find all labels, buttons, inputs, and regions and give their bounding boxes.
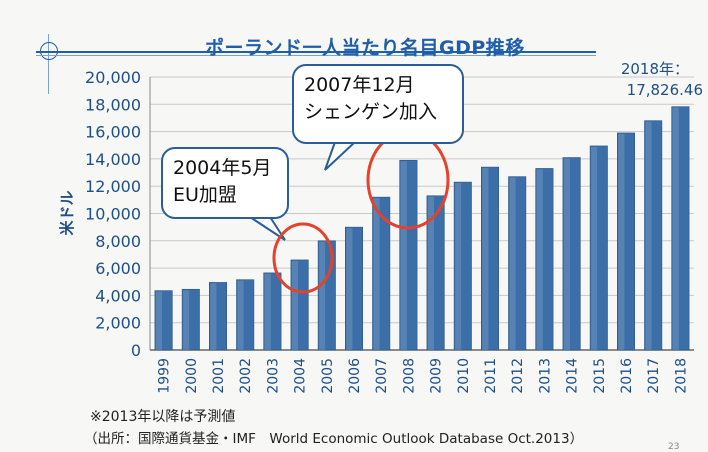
bar [208, 282, 228, 351]
y-tick-label: 12,000 [85, 177, 141, 196]
x-tick-label: 2011 [483, 358, 499, 394]
bar [644, 120, 663, 351]
bar-highlight [455, 183, 462, 350]
bar [480, 166, 500, 351]
chart-title: ポーランド一人当たり名目GDP推移 [205, 37, 525, 59]
y-tick-label: 18,000 [85, 95, 141, 114]
bar-highlight [400, 161, 407, 350]
bar [508, 176, 527, 351]
bar [589, 145, 608, 351]
bar [616, 132, 636, 351]
value-annotation-line1: 2018年： [621, 60, 689, 78]
x-tick-label: 2010 [456, 358, 472, 394]
bar-highlight [482, 168, 489, 350]
x-tick-label: 2008 [401, 358, 417, 394]
x-tick-label: 2017 [646, 358, 662, 394]
callout-schengen-tail [324, 141, 358, 171]
x-tick-label: 2002 [238, 358, 254, 394]
bar-highlight [183, 290, 190, 350]
value-annotation-line2: 17,826.46 [627, 81, 703, 99]
bar-highlight [591, 146, 598, 350]
y-tick-label: 20,000 [85, 68, 141, 87]
bar-highlight [291, 260, 298, 350]
callout-schengen-line1: 2007年12月 [304, 74, 415, 96]
callout-eu-line1: 2004年5月 [173, 157, 272, 179]
y-tick-label: 0 [131, 341, 141, 360]
x-tick-label: 2013 [537, 358, 553, 394]
bar [426, 195, 445, 351]
x-tick-label: 2004 [293, 358, 309, 394]
x-tick-label: 2003 [265, 358, 281, 394]
callout-eu-accession: 2004年5月 EU加盟 [161, 147, 289, 219]
x-tick-label: 2009 [429, 358, 445, 394]
page-number: 23 [668, 442, 680, 452]
y-tick-label: 4,000 [95, 286, 141, 305]
x-tick-label: 2014 [565, 358, 581, 394]
x-tick-label: 2018 [673, 358, 689, 394]
bar [372, 196, 391, 351]
callout-eu-line2: EU加盟 [173, 184, 237, 206]
bar-highlight [319, 241, 326, 350]
bar-highlight [346, 228, 353, 350]
bar [263, 272, 282, 351]
y-tick-label: 2,000 [95, 314, 141, 333]
x-tick-label: 2016 [619, 358, 635, 394]
bar-highlight [210, 283, 217, 350]
bar [535, 168, 554, 351]
source-note: （出所：国際通貨基金・IMF World Economic Outlook Da… [84, 431, 584, 447]
bar [399, 159, 418, 351]
title-decoration-line [48, 34, 49, 94]
bar-highlight [645, 121, 652, 351]
bar-highlight [264, 273, 271, 350]
bar [562, 157, 581, 351]
bar-highlight [672, 107, 679, 350]
x-tick-label: 2015 [592, 358, 608, 394]
bar-highlight [373, 198, 380, 350]
bar-highlight [618, 133, 625, 350]
x-tick-label: 2000 [184, 358, 200, 394]
bar [344, 226, 364, 351]
bar-highlight [509, 177, 516, 350]
y-tick-label: 8,000 [95, 232, 141, 251]
forecast-note: ※2013年以降は予測値 [90, 409, 236, 425]
bar-highlight [237, 280, 244, 350]
x-tick-label: 2007 [374, 358, 390, 394]
bar-highlight [155, 291, 162, 350]
y-tick-label: 14,000 [85, 150, 141, 169]
bar [154, 290, 173, 351]
bar-highlight [536, 169, 543, 350]
x-tick-label: 2012 [510, 358, 526, 394]
bar [671, 106, 690, 351]
callout-schengen-line2: シェンゲン加入 [304, 101, 438, 123]
y-tick-label: 16,000 [85, 123, 141, 142]
title-underline-thin [36, 55, 596, 56]
highlight-circle-2004 [272, 222, 334, 294]
callout-schengen: 2007年12月 シェンゲン加入 [292, 64, 464, 144]
x-tick-label: 2005 [320, 358, 336, 394]
y-axis-title: 米ドル [58, 190, 76, 235]
y-tick-label: 10,000 [85, 205, 141, 224]
bar [181, 288, 200, 351]
x-tick-label: 2001 [211, 358, 227, 394]
bar-highlight [563, 158, 570, 350]
y-tick-label: 6,000 [95, 259, 141, 278]
bar [236, 279, 255, 351]
x-tick-label: 2006 [347, 358, 363, 394]
bar [290, 259, 309, 351]
x-tick-label: 1999 [157, 358, 173, 394]
bar-highlight [427, 196, 434, 350]
title-underline [36, 51, 596, 53]
bar [453, 181, 472, 351]
